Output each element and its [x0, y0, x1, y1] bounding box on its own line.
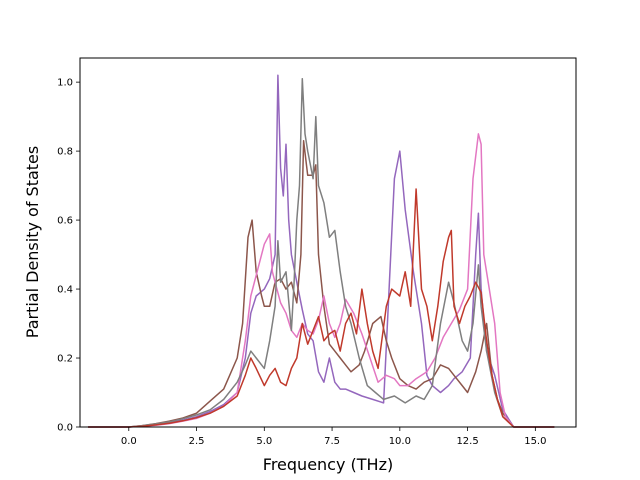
- y-tick-label: 0.0: [57, 423, 73, 434]
- x-tick-label: 2.5: [189, 436, 205, 447]
- series-line-1: [88, 140, 555, 428]
- x-tick-label: 7.5: [324, 436, 340, 447]
- plot-lines: [88, 74, 555, 428]
- y-tick-label: 0.8: [57, 147, 73, 158]
- series-line-4: [88, 188, 555, 428]
- y-tick-label: 1.0: [57, 78, 73, 89]
- y-tick-label: 0.6: [57, 216, 73, 227]
- x-tick-label: 5.0: [256, 436, 272, 447]
- y-axis-title: Partial Density of States: [23, 146, 42, 338]
- x-axis-title: Frequency (THz): [263, 455, 393, 474]
- series-line-3: [88, 77, 555, 428]
- x-tick-label: 0.0: [121, 436, 137, 447]
- y-tick-label: 0.4: [57, 285, 73, 296]
- y-axis-ticks: 0.0 0.2 0.4 0.6 0.8 1.0: [57, 78, 80, 434]
- x-axis-ticks: 0.0 2.5 5.0 7.5 10.0 12.5 15.0: [121, 427, 546, 447]
- x-tick-label: 12.5: [456, 436, 478, 447]
- x-tick-label: 10.0: [389, 436, 411, 447]
- x-tick-label: 15.0: [524, 436, 546, 447]
- y-tick-label: 0.2: [57, 354, 73, 365]
- plot-frame: [79, 57, 577, 428]
- series-line-2: [88, 133, 555, 428]
